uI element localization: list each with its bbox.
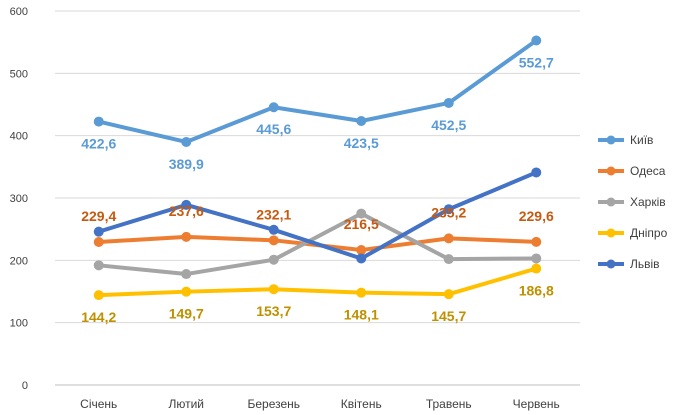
data-point	[531, 167, 542, 178]
data-point	[443, 289, 454, 300]
x-tick-label: Травень	[426, 397, 472, 411]
series-line	[96, 211, 539, 277]
legend-marker	[606, 259, 616, 269]
data-label: 235,2	[431, 204, 466, 220]
data-point	[356, 208, 367, 219]
data-point	[93, 116, 104, 127]
data-point	[268, 102, 279, 113]
data-point	[181, 286, 192, 297]
data-point	[181, 269, 192, 280]
data-label: 389,9	[169, 156, 204, 172]
data-point	[356, 116, 367, 127]
legend-label: Одеса	[630, 164, 666, 178]
legend-marker	[606, 228, 616, 238]
data-label: 186,8	[519, 283, 554, 299]
data-point	[531, 253, 542, 264]
y-tick-label: 0	[22, 380, 28, 392]
x-tick-label: Червень	[513, 397, 560, 411]
data-label: 229,6	[519, 208, 554, 224]
data-label: 552,7	[519, 54, 554, 70]
data-point	[356, 245, 367, 256]
data-label: 422,6	[81, 136, 116, 152]
y-tick-label: 100	[10, 318, 28, 330]
data-label: 145,7	[431, 308, 466, 324]
data-point	[443, 204, 454, 215]
legend-label: Харків	[630, 195, 666, 209]
data-label: 144,2	[81, 309, 116, 325]
data-point	[443, 97, 454, 108]
data-point	[93, 226, 104, 237]
data-label: 452,5	[431, 117, 466, 133]
data-point	[93, 260, 104, 271]
legend-label: Дніпро	[630, 226, 668, 240]
legend-marker	[606, 166, 616, 176]
data-point	[356, 253, 367, 264]
series-line	[96, 38, 539, 144]
x-tick-label: Березень	[247, 397, 300, 411]
series-line	[96, 266, 539, 298]
data-point	[268, 254, 279, 265]
data-label: 229,4	[81, 208, 116, 224]
data-label: 232,1	[256, 206, 291, 222]
data-point	[443, 233, 454, 244]
data-point	[181, 231, 192, 242]
legend-marker	[606, 135, 616, 145]
data-label: 237,6	[169, 203, 204, 219]
y-tick-label: 400	[10, 131, 28, 143]
data-label: 423,5	[344, 135, 379, 151]
data-label: 153,7	[256, 303, 291, 319]
data-point	[531, 263, 542, 274]
data-point	[268, 224, 279, 235]
data-label: 148,1	[344, 307, 379, 323]
legend: Київ Одеса Харків Дніпро Львів	[598, 133, 668, 271]
y-tick-label: 300	[10, 193, 28, 205]
data-point	[93, 290, 104, 301]
legend-label: Львів	[630, 257, 660, 271]
legend-label: Київ	[630, 133, 653, 147]
data-label: 216,5	[344, 216, 379, 232]
data-point	[356, 287, 367, 298]
data-point	[443, 254, 454, 265]
series-line	[96, 170, 539, 261]
gridlines	[55, 10, 580, 386]
data-point	[181, 136, 192, 147]
data-point	[531, 236, 542, 247]
y-axis-ticks: 0 100 200 300 400 500 600	[10, 6, 28, 392]
data-point	[268, 284, 279, 295]
data-point	[181, 199, 192, 210]
x-tick-label: Квітень	[341, 397, 382, 411]
y-tick-label: 600	[10, 6, 28, 18]
data-point	[531, 35, 542, 46]
data-labels: 422,6 389,9 445,6 423,5 452,5 552,7 229,4 237,6…	[81, 54, 554, 325]
x-axis-ticks: Січень Лютий Березень Квітень Травень Червень	[80, 397, 560, 411]
legend-marker	[606, 197, 616, 207]
x-tick-label: Січень	[80, 397, 117, 411]
y-tick-label: 200	[10, 255, 28, 267]
series-lines	[93, 35, 542, 301]
data-label: 149,7	[169, 306, 204, 322]
data-point	[93, 237, 104, 248]
data-label: 445,6	[256, 121, 291, 137]
y-tick-label: 500	[10, 68, 28, 80]
x-tick-label: Лютий	[168, 397, 204, 411]
data-point	[268, 235, 279, 246]
